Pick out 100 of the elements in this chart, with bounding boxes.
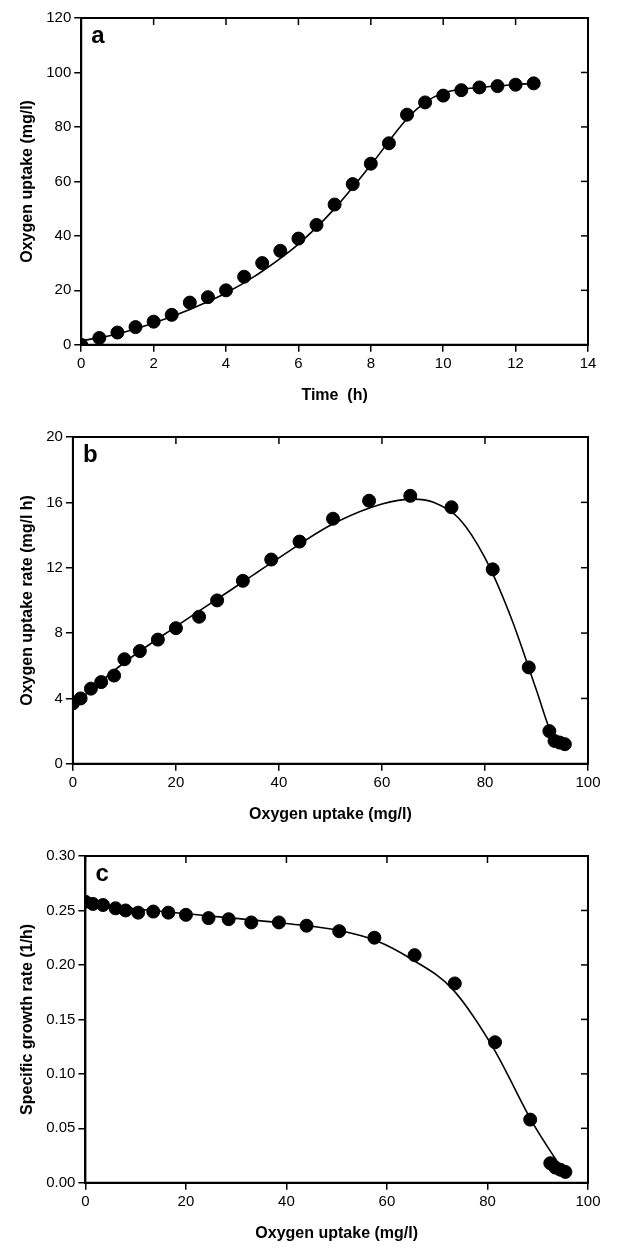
point xyxy=(326,511,341,526)
point xyxy=(237,269,252,284)
point xyxy=(221,912,236,927)
point xyxy=(418,95,433,110)
point xyxy=(436,88,451,103)
point xyxy=(299,918,314,933)
y-tick-label: 16 xyxy=(46,492,63,510)
x-tick-label: 2 xyxy=(149,353,158,371)
x-tick-label: 20 xyxy=(167,772,185,790)
point xyxy=(128,320,143,335)
point xyxy=(367,930,382,945)
point xyxy=(403,488,418,503)
point xyxy=(92,330,107,345)
x-tick-label: 12 xyxy=(507,353,524,371)
y-tick-label: 0 xyxy=(54,753,63,771)
point xyxy=(192,609,207,624)
point xyxy=(472,80,487,95)
y-axis-title: Oxygen uptake rate (mg/l h) xyxy=(18,495,36,706)
y-tick-label: 60 xyxy=(54,171,72,189)
point xyxy=(273,243,288,258)
point xyxy=(526,76,541,91)
point xyxy=(94,675,109,690)
x-tick-label: 80 xyxy=(476,772,494,790)
point xyxy=(83,681,98,696)
y-axis-title: Specific growth rate (1/h) xyxy=(18,923,36,1115)
point xyxy=(292,534,307,549)
point xyxy=(363,156,378,171)
point xyxy=(444,500,459,515)
x-axis-title: Oxygen uptake (mg/l) xyxy=(255,1223,419,1241)
point xyxy=(264,552,279,567)
point xyxy=(117,652,132,667)
point xyxy=(107,668,122,683)
y-tick-label: 0.20 xyxy=(46,955,76,973)
point xyxy=(146,314,161,329)
point xyxy=(161,905,176,920)
x-tick-label: 4 xyxy=(221,353,231,371)
point xyxy=(150,632,165,647)
y-tick-label: 0.10 xyxy=(46,1064,76,1082)
point xyxy=(110,325,125,340)
point xyxy=(235,573,250,588)
x-tick-label: 40 xyxy=(278,1191,295,1209)
x-tick-label: 60 xyxy=(378,1191,396,1209)
point xyxy=(95,898,110,913)
point xyxy=(219,283,234,298)
y-tick-label: 0.05 xyxy=(46,1118,76,1136)
x-tick-label: 14 xyxy=(579,353,597,371)
point xyxy=(345,177,360,192)
point xyxy=(201,911,216,926)
y-tick-label: 0.15 xyxy=(46,1009,76,1027)
x-tick-label: 40 xyxy=(270,772,288,790)
point xyxy=(118,903,133,918)
point xyxy=(362,493,377,508)
point xyxy=(146,904,161,919)
point xyxy=(327,197,342,212)
x-tick-label: 80 xyxy=(479,1191,496,1209)
point xyxy=(332,924,347,939)
point xyxy=(381,136,396,151)
x-tick-label: 0 xyxy=(81,1191,90,1209)
y-tick-label: 20 xyxy=(54,280,72,298)
point xyxy=(558,1164,573,1179)
point xyxy=(291,231,306,246)
point xyxy=(490,79,505,94)
point xyxy=(521,660,536,675)
x-tick-label: 60 xyxy=(373,772,391,790)
point xyxy=(271,915,286,930)
point xyxy=(523,1112,538,1127)
y-tick-label: 40 xyxy=(54,226,72,244)
x-tick-label: 100 xyxy=(575,1191,601,1209)
x-tick-label: 100 xyxy=(575,772,601,790)
point xyxy=(400,107,415,122)
y-tick-label: 120 xyxy=(46,8,72,26)
point xyxy=(508,77,523,92)
x-tick-label: 10 xyxy=(434,353,452,371)
point xyxy=(168,621,183,636)
y-tick-label: 80 xyxy=(54,117,72,135)
y-tick-label: 0.25 xyxy=(46,900,76,918)
point xyxy=(164,307,179,322)
annotation: c xyxy=(95,858,109,886)
y-tick-label: 4 xyxy=(54,688,63,706)
annotation: a xyxy=(91,20,106,48)
y-tick-label: 0 xyxy=(62,334,72,352)
point xyxy=(407,948,422,963)
point xyxy=(131,905,146,920)
point xyxy=(447,976,462,991)
point xyxy=(255,256,270,271)
point xyxy=(485,562,500,577)
point xyxy=(210,593,225,608)
x-axis-title: Oxygen uptake (mg/l) xyxy=(249,804,412,822)
point xyxy=(182,295,197,310)
y-axis-title: Oxygen uptake (mg/l) xyxy=(18,100,36,263)
point xyxy=(488,1035,503,1050)
y-tick-label: 8 xyxy=(54,623,63,641)
y-tick-label: 20 xyxy=(46,427,63,445)
point xyxy=(309,217,324,232)
annotation: b xyxy=(82,439,98,467)
y-tick-label: 0.30 xyxy=(46,846,76,864)
x-tick-label: 6 xyxy=(294,353,303,371)
y-tick-label: 0.00 xyxy=(46,1172,76,1190)
x-tick-label: 20 xyxy=(177,1191,195,1209)
point xyxy=(73,691,88,706)
